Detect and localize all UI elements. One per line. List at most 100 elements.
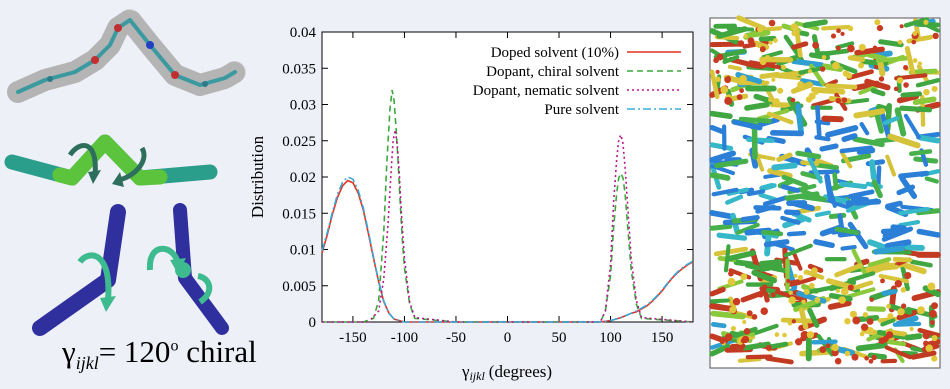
rod-end <box>809 283 815 289</box>
rod <box>787 212 798 213</box>
rod-end <box>752 314 758 320</box>
rod-end <box>832 344 839 351</box>
rod <box>713 324 724 325</box>
rod <box>858 318 876 320</box>
rod-end <box>731 326 736 331</box>
rod-end <box>738 40 745 47</box>
rod-end <box>812 42 819 49</box>
x-tick-label: 0 <box>504 330 512 346</box>
rod-end <box>836 46 841 51</box>
rod-end <box>841 287 849 295</box>
rod-end <box>795 338 802 345</box>
rod-end <box>791 23 798 30</box>
rod-end <box>874 19 880 25</box>
rod-end <box>781 65 786 70</box>
rod-end <box>760 46 766 52</box>
rod-end <box>742 336 749 343</box>
rod-end <box>716 70 720 74</box>
rod-end <box>822 55 827 60</box>
rod-end <box>808 69 812 73</box>
x-tick-label: -150 <box>339 330 367 346</box>
rod <box>756 44 767 48</box>
rod <box>767 28 780 29</box>
x-tick-label: -50 <box>446 330 466 346</box>
rod <box>773 133 801 134</box>
rod <box>843 247 855 248</box>
rod-end <box>771 78 775 82</box>
rod <box>763 232 780 234</box>
molecule-space-filling-image <box>18 20 235 92</box>
chirality-caption: γijkl= 120o chiral <box>62 334 257 374</box>
rod-end <box>918 61 923 66</box>
rod-end <box>720 86 728 94</box>
rod <box>770 344 786 347</box>
rod-end <box>895 280 902 287</box>
rod <box>850 58 862 60</box>
rod-end <box>869 359 874 364</box>
caption-degree: o <box>170 338 178 355</box>
rod-end <box>880 278 885 283</box>
rod <box>844 136 854 139</box>
rod-end <box>877 25 883 31</box>
rod <box>798 153 819 156</box>
rod <box>884 292 895 294</box>
rod-end <box>804 270 808 274</box>
rod-end <box>835 98 841 104</box>
rod <box>842 184 865 187</box>
rod-end <box>744 328 751 335</box>
rod-end <box>929 310 937 318</box>
rod <box>730 67 740 69</box>
rod <box>798 106 801 132</box>
rod <box>762 186 772 189</box>
rod <box>895 259 909 260</box>
rod-end <box>836 28 841 33</box>
rod <box>749 191 763 194</box>
x-tick-label: -100 <box>391 330 419 346</box>
rod-end <box>852 317 860 325</box>
rod-end <box>904 272 911 279</box>
rod-end <box>814 297 820 303</box>
rod-end <box>737 94 743 100</box>
rod <box>816 242 832 245</box>
rod <box>712 300 728 301</box>
y-tick-label: 0.03 <box>290 98 316 114</box>
rod-end <box>886 304 891 309</box>
x-axis-label: γijkl(degrees) <box>461 362 552 383</box>
rod-end <box>739 75 747 83</box>
rod <box>761 38 774 39</box>
rod <box>901 173 927 176</box>
rod <box>853 198 867 200</box>
rod-end <box>840 32 844 36</box>
rod <box>712 128 722 132</box>
rod <box>767 242 787 245</box>
caption-subscript: ijkl <box>76 353 99 373</box>
rod-end <box>903 65 908 70</box>
y-tick-label: 0 <box>309 315 317 331</box>
rod-end <box>927 282 935 290</box>
rod-end <box>901 287 907 293</box>
rod-end <box>879 337 886 344</box>
rod-end <box>931 335 937 341</box>
rod-end <box>720 339 725 344</box>
rod <box>883 267 897 268</box>
rod-end <box>804 289 810 295</box>
rod-end <box>864 356 869 361</box>
rod <box>814 342 836 343</box>
rod-end <box>775 332 780 337</box>
rod <box>747 265 757 267</box>
rod <box>712 213 732 217</box>
legend-entry-label: Pure solvent <box>544 102 619 118</box>
rod-end <box>757 27 763 33</box>
rod-end <box>811 267 818 274</box>
rod-end <box>733 298 740 305</box>
rod <box>822 146 836 149</box>
rod-end <box>894 87 899 92</box>
caption-equals: = 120 <box>99 334 171 369</box>
rod-end <box>760 307 768 315</box>
rod <box>869 55 884 59</box>
rod <box>713 314 742 317</box>
rod <box>859 345 885 348</box>
rod-end <box>826 343 831 348</box>
rod <box>907 336 919 338</box>
